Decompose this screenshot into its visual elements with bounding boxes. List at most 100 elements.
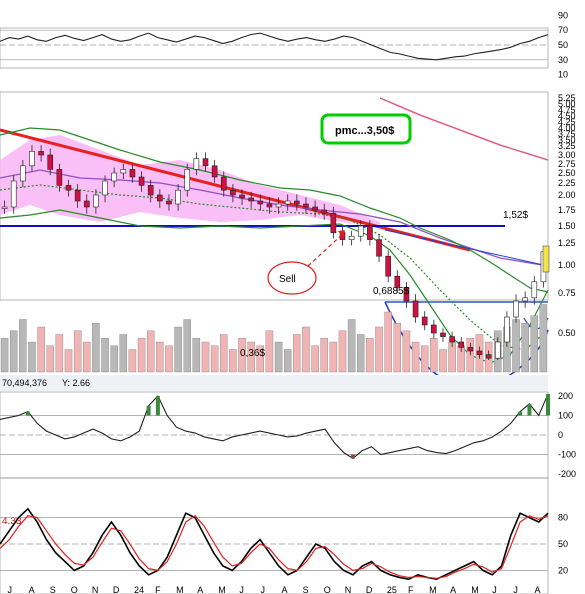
ma-dotted-green xyxy=(0,184,549,351)
highlight-candle xyxy=(542,245,550,273)
price-tick: 3.25 xyxy=(558,141,576,151)
candle-body xyxy=(467,347,474,352)
volume-bar xyxy=(357,334,365,373)
stoch-tick: 80 xyxy=(558,513,568,523)
candle-body xyxy=(376,239,382,257)
x-tick-bottom: 24 xyxy=(134,585,144,594)
price-tick: 0.75 xyxy=(558,288,576,298)
status-y: Y: 2.66 xyxy=(62,378,90,388)
price-tick: 3.50 xyxy=(558,135,576,145)
price-tick: 1.25 xyxy=(558,238,576,248)
volume-bar xyxy=(512,319,520,373)
price-tick: 2.50 xyxy=(558,168,576,178)
volume-bar xyxy=(110,345,118,373)
volume-bar xyxy=(302,326,310,373)
price-tick: 5.25 xyxy=(558,93,576,103)
candle-body xyxy=(266,203,273,208)
candle-body xyxy=(248,197,254,202)
osc-tick: -200 xyxy=(558,469,576,479)
x-tick-bottom: M xyxy=(176,585,184,594)
candle-body xyxy=(157,194,163,202)
x-tick-bottom: D xyxy=(366,585,373,594)
volume-bar xyxy=(238,338,246,373)
price-tick: 4.00 xyxy=(558,123,576,133)
candle-body xyxy=(175,189,181,205)
volume-bar xyxy=(55,334,64,373)
price-tick: 3.00 xyxy=(558,150,576,160)
candle-body xyxy=(449,336,455,343)
stoch-d-line xyxy=(0,515,549,579)
x-axis-bottom: J A S O N D 24 F M A M J J A S O N D 25 F M A M J J A xyxy=(8,585,541,594)
price-tick: 4.50 xyxy=(558,111,576,121)
volume-bar xyxy=(156,341,164,373)
candle-body xyxy=(412,300,419,318)
volume-bar xyxy=(274,341,283,373)
x-tick-bottom: M xyxy=(429,585,437,594)
panel-frame xyxy=(0,91,549,301)
price-tick: 2.00 xyxy=(558,190,576,200)
volume-bar xyxy=(46,345,54,373)
stochastic-value-label: 4.33 xyxy=(2,516,22,527)
volume-bar xyxy=(174,326,182,373)
x-tick-bottom: O xyxy=(324,585,331,594)
volume-bar xyxy=(293,334,301,373)
price-axis: 5.255.004.754.504.254.003.753.503.253.00… xyxy=(558,93,576,338)
volume-bar xyxy=(83,341,91,373)
candle-body xyxy=(348,235,355,240)
panel-frame xyxy=(0,27,549,69)
candle-body xyxy=(303,203,309,208)
osc-tick: -100 xyxy=(558,450,576,460)
price-tick: 0.50 xyxy=(558,328,576,338)
volume-bar xyxy=(420,345,429,373)
x-tick-bottom: A xyxy=(450,585,456,594)
osc-tick: 100 xyxy=(558,411,573,421)
candle-body xyxy=(220,176,227,191)
candle-body xyxy=(312,206,318,211)
x-tick-bottom: A xyxy=(534,585,540,594)
candle-body xyxy=(83,200,90,208)
candle-body xyxy=(458,341,465,348)
candle-body xyxy=(166,200,172,205)
volume-bar xyxy=(201,341,210,373)
level-036-label: 0,36$ xyxy=(240,348,265,359)
x-tick-bottom: M xyxy=(471,585,479,594)
oscillator-panel: 200 100 0 -100 -200 xyxy=(0,391,576,479)
x-tick-bottom: 25 xyxy=(387,585,397,594)
price-tick: 2.75 xyxy=(558,159,576,169)
sell-label: Sell xyxy=(279,274,296,285)
status-bar xyxy=(0,375,548,391)
candle-body xyxy=(257,200,264,205)
candle-body xyxy=(357,225,364,237)
volume-bar xyxy=(9,330,18,373)
candle-body xyxy=(211,165,218,178)
volume-bar xyxy=(384,311,392,373)
x-tick-bottom: J xyxy=(239,585,244,594)
candle-body xyxy=(93,194,99,208)
rsi-tick: 70 xyxy=(558,25,568,35)
price-tick: 1.75 xyxy=(558,205,576,215)
candle-body xyxy=(330,212,337,234)
x-tick-bottom: A xyxy=(29,585,35,594)
sell-ellipse xyxy=(267,261,317,295)
volume-bar xyxy=(64,349,73,373)
candle-body xyxy=(494,341,501,359)
volume-bar xyxy=(19,319,27,373)
candle-body xyxy=(102,180,108,196)
candle-body xyxy=(202,158,209,167)
stochastic-panel: 4.33 80 50 20 xyxy=(0,507,568,581)
rsi-tick: 10 xyxy=(558,70,568,80)
volume-bar xyxy=(283,349,292,373)
candle-body xyxy=(38,151,44,156)
osc-line xyxy=(0,393,549,460)
panel-frames xyxy=(0,27,549,594)
candle-body xyxy=(385,255,391,277)
volume-bar xyxy=(329,341,338,373)
candle-body xyxy=(394,275,401,288)
candle-body xyxy=(275,203,282,208)
price-tick: 1.50 xyxy=(558,221,576,231)
candle-body xyxy=(294,200,300,205)
sell-arrow xyxy=(307,231,346,267)
candle-body xyxy=(431,324,437,334)
stoch-tick: 20 xyxy=(558,565,568,575)
